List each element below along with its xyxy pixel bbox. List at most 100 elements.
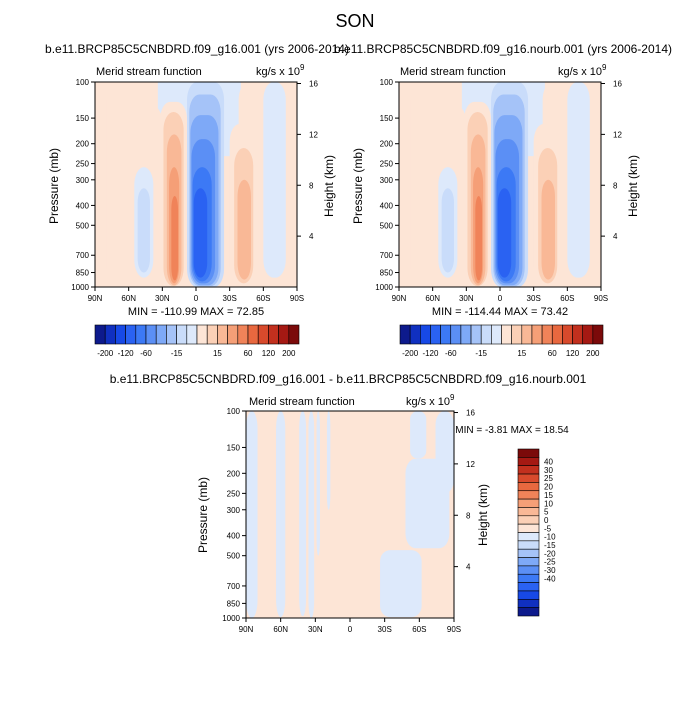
panel-2-y-tick-label: 250 <box>380 160 394 169</box>
panel-3-y-right-tick-label: 16 <box>466 409 475 418</box>
panel-3-y-tick-label: 850 <box>227 599 241 608</box>
cb-1-swatch <box>227 324 239 345</box>
panel-3: b.e11.BRCP85C5CNBDRD.f09_g16.001 - b.e11… <box>110 372 587 634</box>
colorbar-2: -200 -120 -60 -15 15 60 120 200 <box>399 324 604 358</box>
panel-1-y-axis: 100 150 200 250 300 400 500 700 850 1000 <box>71 78 95 292</box>
panel-2-y-axis: 100 150 200 250 300 400 500 700 850 1000 <box>375 78 399 292</box>
panel-2-y-right-tick-label: 16 <box>613 80 622 89</box>
cb-2-swatch <box>430 324 441 345</box>
panel-3-units: kg/s x 109 <box>406 393 455 408</box>
panel-1-y-right-tick-label: 8 <box>309 181 314 190</box>
panel-2-contour-cell <box>497 188 512 278</box>
panel-3-y-tick-label: 100 <box>227 407 241 416</box>
panel-3-y-tick-label: 700 <box>227 582 241 591</box>
cb-3-label: 0 <box>544 516 549 525</box>
panel-1-corner-label: Merid stream function <box>96 66 202 78</box>
cb-3-swatch <box>517 582 540 592</box>
panel-2-x-tick-label: 60N <box>425 294 440 303</box>
panel-1-y-tick-label: 400 <box>76 201 90 210</box>
panel-1-title: b.e11.BRCP85C5CNBDRD.f09_g16.001 (yrs 20… <box>45 42 349 56</box>
cb-3-label: -25 <box>544 558 556 567</box>
cb-2-label: -120 <box>422 349 439 358</box>
panel-3-x-tick-label: 60S <box>412 625 426 634</box>
panel-1-x-tick-label: 60N <box>121 294 136 303</box>
panel-1-x-tick-label: 30S <box>223 294 237 303</box>
panel-2-contour-cell <box>567 82 590 278</box>
panel-2-y-axis-right: 16 12 8 4 <box>601 80 622 241</box>
cb-3-swatch <box>517 590 540 600</box>
cb-2-label: -15 <box>475 349 487 358</box>
cb-1-swatch <box>186 324 198 345</box>
cb-2-swatch <box>551 324 563 345</box>
cb-3-swatch <box>517 598 540 608</box>
panel-1-contour-cell <box>137 188 150 273</box>
panel-2-x-axis: 90N 60N 30N 0 30S 60S 90S <box>392 287 608 303</box>
panel-3-x-tick-label: 0 <box>348 625 353 634</box>
cb-1-swatch <box>288 324 300 345</box>
cb-1-swatch <box>237 324 249 345</box>
cb-3-swatch <box>517 465 540 475</box>
panel-3-contour-cell <box>276 411 286 618</box>
panel-3-ylabel: Pressure (mb) <box>196 477 210 553</box>
panel-2-x-tick-label: 90S <box>594 294 608 303</box>
cb-2-swatch <box>582 324 594 345</box>
cb-2-swatch <box>480 324 492 345</box>
cb-1-swatch <box>166 324 177 345</box>
cb-3-label: 25 <box>544 474 553 483</box>
panel-1-y-tick-label: 700 <box>76 251 90 260</box>
panel-3-contour-cell <box>326 411 331 510</box>
panel-3-y-right-tick-label: 12 <box>466 460 475 469</box>
panel-3-units-exp: 9 <box>450 393 455 402</box>
cb-3-label: 5 <box>544 508 549 517</box>
panel-3-contour-cell <box>435 411 454 494</box>
panel-3-y-tick-label: 150 <box>227 443 241 452</box>
panel-1-ylabel: Pressure (mb) <box>47 148 61 224</box>
cb-3-swatch <box>517 448 540 458</box>
cb-3-swatch <box>517 548 540 558</box>
cb-3-swatch <box>517 532 540 542</box>
cb-3-swatch <box>517 565 540 575</box>
panel-3-y-tick-label: 500 <box>227 552 241 561</box>
panel-3-y-tick-label: 300 <box>227 506 241 515</box>
panel-2-min-max: MIN = -114.44 MAX = 73.42 <box>432 306 568 318</box>
cb-3-label: 10 <box>544 499 553 508</box>
panel-3-x-tick-label: 30S <box>378 625 392 634</box>
panel-1-y-tick-label: 850 <box>76 269 90 278</box>
panel-3-corner-label: Merid stream function <box>249 396 355 408</box>
panel-2-x-tick-label: 30S <box>527 294 541 303</box>
cb-3-swatch <box>517 507 540 517</box>
panel-2-y-tick-label: 850 <box>380 269 394 278</box>
cb-1-label: 15 <box>213 349 222 358</box>
panel-1-units: kg/s x 109 <box>256 63 305 78</box>
cb-2-swatch <box>531 324 543 345</box>
cb-1-label: -200 <box>97 349 114 358</box>
panel-2-x-tick-label: 90N <box>392 294 407 303</box>
panel-1-x-tick-label: 60S <box>256 294 270 303</box>
cb-3-swatch <box>517 457 540 467</box>
cb-2-swatch <box>470 324 482 345</box>
cb-3-swatch <box>517 607 540 617</box>
panel-2-y-tick-label: 100 <box>380 78 394 87</box>
main-title: SON <box>335 11 374 31</box>
panel-3-title: b.e11.BRCP85C5CNBDRD.f09_g16.001 - b.e11… <box>110 372 587 386</box>
panel-2-x-tick-label: 60S <box>560 294 574 303</box>
cb-1-label: 200 <box>282 349 296 358</box>
cb-1-swatch <box>247 324 259 345</box>
panel-3-contours <box>246 411 454 618</box>
panel-1-x-axis: 90N 60N 30N 0 30S 60S 90S <box>88 287 304 303</box>
panel-2-contour-cell <box>441 188 454 273</box>
panel-2-ylabel: Pressure (mb) <box>351 148 365 224</box>
panel-1-contour-cell <box>193 188 208 278</box>
cb-3-swatch <box>517 498 540 508</box>
panel-1-y-tick-label: 500 <box>76 221 90 230</box>
panel-3-y-right-tick-label: 8 <box>466 511 471 520</box>
panel-2-y-right-tick-label: 8 <box>613 181 618 190</box>
cb-2-label: 60 <box>548 349 557 358</box>
panel-2-contour-cell <box>399 82 411 287</box>
cb-3-swatch <box>517 482 540 492</box>
panel-1-x-tick-label: 90N <box>88 294 103 303</box>
cb-1-swatch <box>135 324 147 345</box>
colorbar-1: -200 -120 -60 -15 15 60 120 200 <box>94 324 300 358</box>
panel-3-ylabel-right: Height (km) <box>476 484 490 546</box>
